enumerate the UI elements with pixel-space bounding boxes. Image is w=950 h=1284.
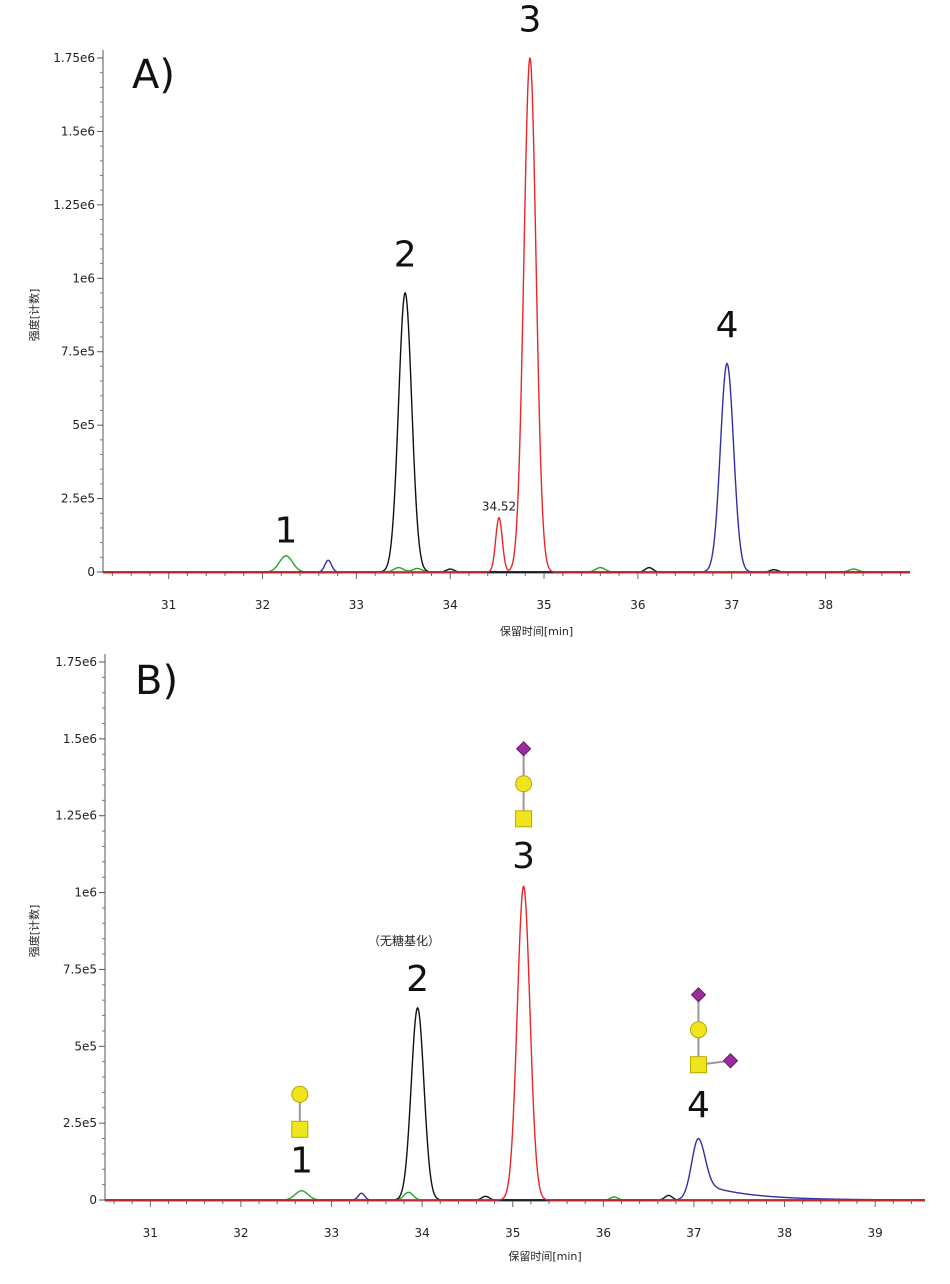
x-tick-label: 34 xyxy=(414,1226,429,1240)
x-tick-label: 33 xyxy=(324,1226,339,1240)
y-tick-label: 0 xyxy=(87,565,95,579)
glycan-circle-icon xyxy=(515,775,533,793)
trace-series-3 xyxy=(105,1006,925,1201)
x-axis-label: 保留时间[min] xyxy=(508,1249,581,1263)
glycan-structure-1 xyxy=(291,1085,309,1138)
peak-label-2: 2 xyxy=(406,959,429,1000)
glycan-structure-3 xyxy=(689,987,739,1074)
y-tick-label: 2.5e5 xyxy=(63,1116,97,1130)
trace-series-3 xyxy=(103,291,910,573)
peak-label-4: 4 xyxy=(687,1085,710,1126)
y-tick-label: 5e5 xyxy=(72,418,95,432)
x-tick-label: 37 xyxy=(724,598,739,612)
y-tick-label: 1.75e6 xyxy=(55,655,97,669)
x-tick-label: 37 xyxy=(686,1226,701,1240)
trace-series-4 xyxy=(105,885,925,1201)
trace-series-2 xyxy=(103,362,910,573)
y-tick-label: 1.25e6 xyxy=(53,198,95,212)
x-tick-label: 31 xyxy=(161,598,176,612)
trace-series-4 xyxy=(103,57,910,573)
x-tick-label: 31 xyxy=(143,1226,158,1240)
trace-series-1 xyxy=(103,555,910,573)
glycan-square-icon xyxy=(291,1120,309,1138)
x-tick-label: 35 xyxy=(536,598,551,612)
glycan-diamond-icon xyxy=(515,741,532,757)
x-tick-label: 32 xyxy=(233,1226,248,1240)
y-axis-label: 强度[计数] xyxy=(27,289,41,342)
glycan-circle-icon xyxy=(291,1085,309,1103)
x-tick-label: 34 xyxy=(443,598,458,612)
y-tick-label: 1.75e6 xyxy=(53,51,95,65)
glycan-structure-2 xyxy=(515,741,533,828)
x-tick-label: 33 xyxy=(349,598,364,612)
y-tick-label: 7.5e5 xyxy=(61,345,95,359)
peak-label-4: 4 xyxy=(716,305,739,346)
x-axis-label: 保留时间[min] xyxy=(500,624,573,638)
annotation-text: 34.52 xyxy=(482,499,516,513)
y-tick-label: 1e6 xyxy=(72,271,95,285)
y-tick-label: 1e6 xyxy=(74,886,97,900)
y-tick-label: 0 xyxy=(89,1193,97,1207)
y-tick-label: 1.25e6 xyxy=(55,809,97,823)
peak-label-1: 1 xyxy=(275,511,298,552)
trace-series-2 xyxy=(105,1137,925,1201)
y-tick-label: 5e5 xyxy=(74,1039,97,1053)
peak-label-1: 1 xyxy=(290,1140,313,1181)
peak-label-2: 2 xyxy=(394,235,417,276)
glycan-circle-icon xyxy=(689,1021,707,1039)
x-tick-label: 39 xyxy=(868,1226,883,1240)
peak-label-3: 3 xyxy=(519,0,542,41)
annotation-text: （无糖基化） xyxy=(368,933,440,948)
panel-label: B) xyxy=(135,658,178,704)
x-tick-label: 38 xyxy=(818,598,833,612)
glycan-diamond-icon xyxy=(722,1053,739,1069)
x-tick-label: 35 xyxy=(505,1226,520,1240)
x-tick-label: 38 xyxy=(777,1226,792,1240)
peak-label-3: 3 xyxy=(512,836,535,877)
y-tick-label: 7.5e5 xyxy=(63,962,97,976)
glycan-square-icon xyxy=(515,810,533,828)
x-tick-label: 36 xyxy=(630,598,645,612)
glycan-square-icon xyxy=(689,1056,707,1074)
y-tick-label: 2.5e5 xyxy=(61,492,95,506)
glycan-diamond-icon xyxy=(690,987,707,1003)
panel-label: A) xyxy=(132,52,175,98)
y-tick-label: 1.5e6 xyxy=(63,732,97,746)
y-axis-label: 强度[计数] xyxy=(27,905,41,958)
y-tick-label: 1.5e6 xyxy=(61,124,95,138)
x-tick-label: 36 xyxy=(596,1226,611,1240)
x-tick-label: 32 xyxy=(255,598,270,612)
